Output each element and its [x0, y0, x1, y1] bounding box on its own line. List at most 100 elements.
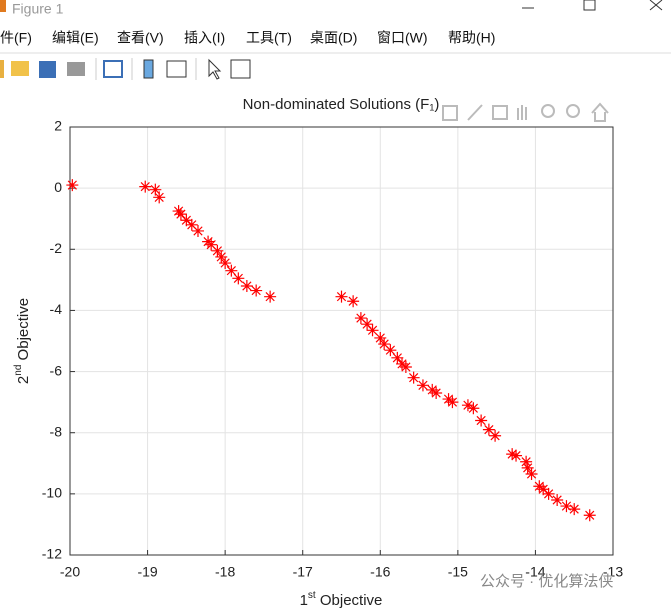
inspector-button[interactable]: [230, 59, 251, 79]
print-button[interactable]: [67, 62, 85, 76]
window-title: Figure 1: [12, 1, 64, 17]
watermark: 公众号 · 优化算法侠: [480, 572, 613, 590]
y-tick-label: -10: [42, 485, 62, 501]
title-bar: [0, 0, 671, 22]
data-point: [521, 461, 534, 474]
open-button[interactable]: [11, 61, 29, 76]
edit-button[interactable]: [208, 58, 222, 80]
data-point: [185, 218, 198, 231]
label-sup: st: [308, 590, 316, 601]
x-tick-label: -15: [448, 564, 468, 580]
data-point: [467, 402, 480, 415]
data-point: [205, 238, 218, 251]
menu-item[interactable]: 桌面(D): [310, 30, 357, 46]
menu-item[interactable]: 文件(F): [0, 30, 32, 46]
y-tick-label: -6: [50, 362, 63, 378]
x-tick-label: -19: [137, 564, 157, 580]
x-axis-label: 1st Objective: [300, 590, 383, 609]
close-button[interactable]: [649, 0, 663, 11]
menu-item[interactable]: 查看(V): [117, 30, 164, 46]
menu-item[interactable]: 编辑(E): [52, 30, 99, 46]
y-tick-label: -4: [50, 301, 63, 317]
data-point: [560, 500, 573, 513]
y-tick-label: -12: [42, 546, 62, 562]
label-part: 1: [300, 592, 308, 609]
chart-title: Non-dominated Solutions (F₁): [243, 96, 440, 113]
data-point: [211, 244, 224, 257]
data-point: [475, 414, 488, 427]
data-point: [366, 324, 379, 337]
pan-button[interactable]: [517, 105, 527, 120]
data-point: [153, 191, 166, 204]
menu-bar: [0, 26, 671, 52]
data-point: [537, 483, 550, 496]
data-point: [551, 493, 564, 506]
save-button[interactable]: [39, 61, 56, 78]
x-tick-label: -13: [603, 564, 623, 580]
x-tick-label: -18: [215, 564, 235, 580]
menu-item[interactable]: 工具(T): [246, 30, 292, 46]
data-point: [347, 295, 360, 308]
zoom-out-button[interactable]: [566, 104, 580, 118]
data-point: [391, 351, 404, 364]
brush-button[interactable]: [467, 104, 483, 121]
data-point: [149, 183, 162, 196]
plot: -20 -19 -18 -17 -16 -15 -14 -13-12-10-8-6-4-202: [42, 118, 624, 580]
home-button[interactable]: [591, 102, 609, 122]
data-point: [583, 509, 596, 522]
data-point: [430, 386, 443, 399]
x-tick-label: -20: [60, 564, 80, 580]
data-point: [191, 224, 204, 237]
y-tick-label: -8: [50, 423, 63, 439]
data-point: [461, 399, 474, 412]
data-point: [482, 423, 495, 436]
export-button[interactable]: [442, 105, 458, 121]
zoom-in-button[interactable]: [541, 104, 555, 118]
data-point: [416, 379, 429, 392]
data-point: [174, 208, 187, 221]
menu: 文件(F) 编辑(E) 查看(V) 插入(I) 工具(T) 桌面(D) 窗口(W) 帮助(H): [0, 30, 495, 46]
data-point: [139, 180, 152, 193]
data-point: [361, 318, 374, 331]
data-point: [542, 487, 555, 500]
data-point: [219, 257, 232, 270]
data-point: [215, 250, 228, 263]
data-point: [378, 338, 391, 351]
data-point: [354, 312, 367, 325]
data-point: [250, 284, 263, 297]
data-point: [335, 290, 348, 303]
x-tick-label: -14: [525, 564, 545, 580]
data-point: [525, 467, 538, 480]
data-point: [520, 455, 533, 468]
menu-item[interactable]: 帮助(H): [448, 30, 495, 46]
data-point: [225, 264, 238, 277]
menu-item[interactable]: 插入(I): [184, 30, 225, 46]
new-button[interactable]: [0, 60, 4, 78]
data-point: [407, 371, 420, 384]
data-point: [510, 449, 523, 462]
data-point: [446, 396, 459, 409]
link-button[interactable]: [103, 60, 123, 78]
label-part: Objective: [15, 298, 32, 365]
menu-item[interactable]: 窗口(W): [377, 30, 428, 46]
data-point: [568, 503, 581, 516]
data-point: [66, 179, 79, 192]
data-point: [232, 272, 245, 285]
y-tick-label: 0: [54, 179, 62, 195]
data-point: [374, 331, 387, 344]
toolbar: [0, 58, 251, 80]
datatip-button[interactable]: [492, 105, 508, 120]
data-point: [384, 344, 397, 357]
colorbar-button[interactable]: [143, 59, 154, 79]
y-tick-label: -2: [50, 240, 63, 256]
label-part: Objective: [316, 592, 383, 609]
maximize-button[interactable]: [583, 0, 596, 11]
y-tick-label: 2: [54, 118, 62, 134]
legend-button[interactable]: [166, 60, 187, 78]
plot-area: [70, 127, 613, 555]
axes-toolbar: [442, 102, 609, 122]
label-part: 2: [15, 376, 32, 384]
data-point: [240, 279, 253, 292]
data-point: [399, 360, 412, 373]
x-tick-label: -16: [370, 564, 390, 580]
